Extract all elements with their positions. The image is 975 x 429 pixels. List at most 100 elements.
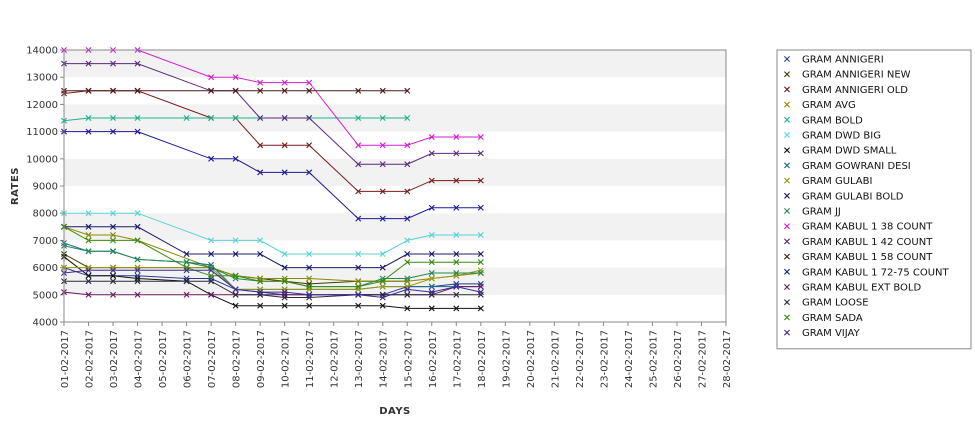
data-point xyxy=(355,291,362,298)
data-point xyxy=(281,79,288,86)
data-point xyxy=(281,169,288,176)
legend-label: GRAM BOLD xyxy=(802,115,863,126)
data-point xyxy=(85,223,92,230)
data-point xyxy=(110,291,117,298)
data-point xyxy=(281,251,288,257)
data-point xyxy=(355,278,362,285)
data-point xyxy=(257,289,264,296)
data-point xyxy=(134,210,141,217)
data-point xyxy=(428,270,435,277)
data-point xyxy=(232,286,239,293)
legend-label: GRAM KABUL EXT BOLD xyxy=(802,283,921,294)
plot-band xyxy=(64,158,726,186)
legend-label: GRAM GOWRANI DESI xyxy=(802,161,911,172)
data-point xyxy=(85,60,92,67)
data-point xyxy=(110,87,117,94)
data-point xyxy=(257,169,264,176)
x-tick-label: 07-02-2017 xyxy=(207,330,218,388)
data-point xyxy=(232,272,239,279)
data-point xyxy=(257,302,264,309)
legend-marker xyxy=(784,253,790,260)
data-point xyxy=(110,210,117,217)
x-tick-label: 05-02-2017 xyxy=(158,330,169,388)
data-point xyxy=(404,275,411,282)
data-point xyxy=(257,237,264,244)
data-point xyxy=(477,177,484,184)
data-point xyxy=(134,256,141,263)
data-point xyxy=(453,283,460,290)
data-point xyxy=(110,231,117,238)
data-point xyxy=(232,115,239,121)
data-point xyxy=(428,275,435,282)
data-point xyxy=(453,177,460,184)
data-point xyxy=(428,305,435,312)
legend-marker xyxy=(784,268,790,275)
data-point xyxy=(134,291,141,298)
x-tick-label: 27-02-2017 xyxy=(697,330,708,388)
legend-box xyxy=(776,49,972,350)
x-tick-label: 17-02-2017 xyxy=(452,330,463,388)
legend-label: GRAM KABUL 1 72-75 COUNT xyxy=(802,267,950,278)
data-point xyxy=(85,272,92,279)
data-point xyxy=(85,231,92,238)
x-tick-label: 21-02-2017 xyxy=(550,330,561,388)
data-point xyxy=(232,237,239,244)
x-tick-label: 20-02-2017 xyxy=(526,330,537,388)
data-point xyxy=(428,259,435,266)
data-point xyxy=(208,155,215,162)
data-point xyxy=(306,291,313,298)
legend-marker xyxy=(784,147,790,154)
data-point xyxy=(183,267,190,274)
y-tick-label: 5000 xyxy=(33,290,58,301)
legend-label: GRAM LOOSE xyxy=(802,298,869,309)
y-tick-label: 9000 xyxy=(33,182,58,193)
data-point xyxy=(404,215,411,222)
data-point xyxy=(85,115,92,121)
data-point xyxy=(208,278,215,285)
plot-band xyxy=(64,240,726,268)
x-axis-ticks: 01-02-2017 02-02-2017 03-02-2017 04-02-2017… xyxy=(60,322,733,388)
data-point xyxy=(306,79,313,86)
data-point xyxy=(110,60,117,67)
data-point xyxy=(232,291,239,298)
data-point xyxy=(453,231,460,238)
legend-marker xyxy=(784,208,790,214)
x-tick-label: 16-02-2017 xyxy=(428,330,439,388)
data-point xyxy=(428,177,435,184)
legend-label: GRAM ANNIGERI xyxy=(802,55,884,66)
data-point xyxy=(306,115,313,121)
data-point xyxy=(379,283,386,290)
data-point xyxy=(85,291,92,298)
x-axis-title: DAYS xyxy=(379,406,411,417)
data-point xyxy=(208,237,215,244)
data-point xyxy=(232,251,239,257)
legend-label: GRAM JJ xyxy=(802,207,841,218)
y-tick-label: 7000 xyxy=(33,236,58,247)
data-point xyxy=(110,272,117,279)
data-point xyxy=(404,161,411,168)
legend-label: GRAM SADA xyxy=(802,313,863,324)
data-point xyxy=(281,115,288,121)
y-tick-label: 6000 xyxy=(33,263,58,274)
x-tick-label: 06-02-2017 xyxy=(183,330,194,388)
legend: GRAM ANNIGERI GRAM ANNIGERI NEW GRAM ANNIG… xyxy=(776,49,972,350)
data-point xyxy=(404,237,411,244)
y-axis-title: RATES xyxy=(10,167,21,205)
data-point xyxy=(477,134,484,141)
y-axis-ticks: 4000 5000 6000 7000 8000 9000 10000 11000 12000 1… xyxy=(26,46,64,329)
data-point xyxy=(404,291,411,298)
plot-band xyxy=(64,213,726,241)
data-point xyxy=(477,204,484,211)
data-point xyxy=(404,286,411,293)
data-point xyxy=(404,142,411,149)
legend-label: GRAM DWD BIG xyxy=(802,131,881,142)
data-point xyxy=(134,223,141,230)
data-point xyxy=(257,87,264,94)
data-point xyxy=(379,87,386,94)
series-line xyxy=(64,280,481,298)
legend-marker xyxy=(784,71,790,78)
data-point xyxy=(85,87,92,94)
x-tick-label: 08-02-2017 xyxy=(232,330,243,388)
data-point xyxy=(453,251,460,257)
